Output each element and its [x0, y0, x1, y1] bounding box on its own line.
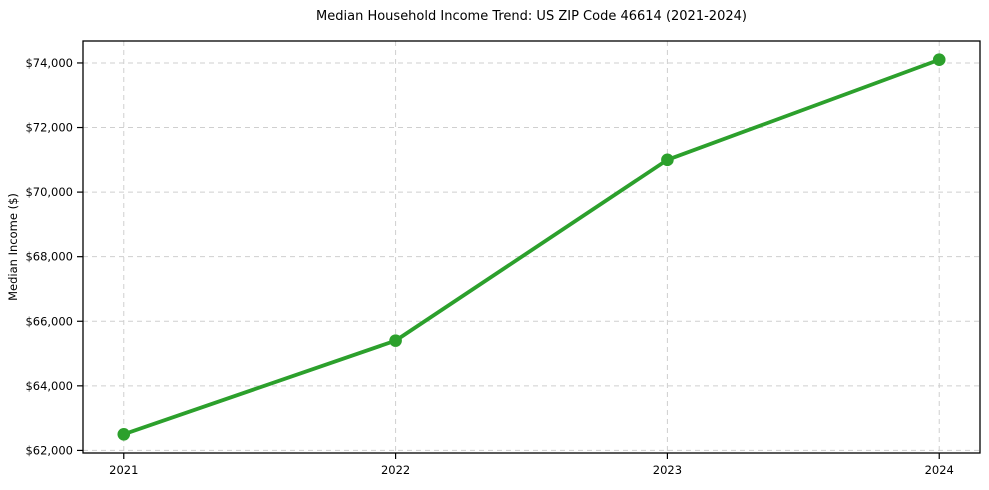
data-point: [661, 153, 674, 167]
x-tick-label: 2023: [653, 463, 682, 477]
plot-border: [82, 40, 981, 454]
x-tick-label: 2024: [925, 463, 954, 477]
data-point: [389, 334, 402, 347]
data-point: [117, 427, 131, 441]
trend-line: [121, 57, 942, 437]
data-point: [932, 53, 946, 67]
y-tick-label: $74,000: [25, 56, 73, 70]
y-tick-label: $70,000: [25, 185, 73, 199]
y-tick-label: $62,000: [25, 443, 73, 457]
y-tick-label: $64,000: [25, 379, 73, 393]
x-tick-label: 2021: [109, 463, 138, 477]
y-tick-label: $72,000: [25, 121, 73, 135]
y-tick-label: $66,000: [25, 314, 73, 328]
chart-title: Median Household Income Trend: US ZIP Co…: [316, 9, 747, 24]
x-tick-label: 2022: [381, 463, 410, 477]
y-tick-label: $68,000: [25, 250, 73, 264]
